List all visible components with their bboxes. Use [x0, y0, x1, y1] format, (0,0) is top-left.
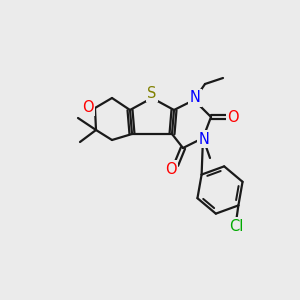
Text: O: O	[227, 110, 239, 124]
Text: N: N	[199, 131, 209, 146]
Text: O: O	[165, 161, 177, 176]
Text: Cl: Cl	[229, 219, 244, 234]
Text: O: O	[82, 100, 94, 115]
Text: S: S	[147, 85, 157, 100]
Text: N: N	[190, 91, 200, 106]
